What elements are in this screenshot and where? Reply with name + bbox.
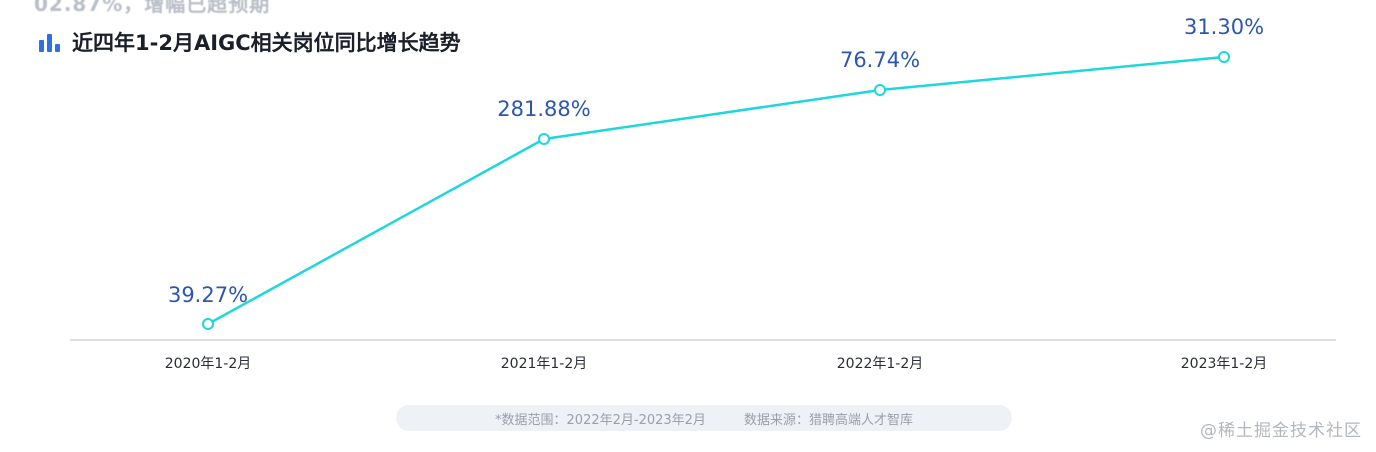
x-tick-labels: 2020年1-2月 2021年1-2月 2022年1-2月 2023年1-2月: [165, 356, 1268, 372]
bar-chart-icon: [39, 34, 60, 52]
data-point-2: [538, 133, 550, 145]
x-tick-label-2: 2021年1-2月: [501, 356, 588, 372]
x-tick-label-4: 2023年1-2月: [1181, 356, 1268, 372]
watermark: @稀土掘金技术社区: [1200, 421, 1362, 441]
series-line: [207, 55, 1225, 326]
data-label-3: 76.74%: [840, 48, 920, 72]
chart-title: 近四年1-2月AIGC相关岗位同比增长趋势: [72, 31, 461, 55]
data-source-note: 数据来源：猎聘高端人才智库: [743, 412, 913, 428]
footer-note: *数据范围：2022年2月-2023年2月 数据来源：猎聘高端人才智库: [396, 405, 1012, 431]
line-chart: 39.27% 281.88% 76.74% 31.30% 2020年1-2月 2021年…: [70, 15, 1336, 372]
data-point-1: [202, 318, 214, 330]
x-tick-label-3: 2022年1-2月: [837, 356, 924, 372]
data-label-2: 281.88%: [497, 97, 590, 121]
series-layer: 39.27% 281.88% 76.74% 31.30%: [168, 15, 1264, 330]
chart-title-block: 近四年1-2月AIGC相关岗位同比增长趋势: [38, 26, 461, 58]
x-tick-label-1: 2020年1-2月: [165, 356, 252, 372]
data-point-3: [874, 84, 886, 96]
data-label-4: 31.30%: [1184, 15, 1264, 39]
data-label-1: 39.27%: [168, 283, 248, 307]
data-point-4: [1218, 51, 1230, 63]
data-scope-note: *数据范围：2022年2月-2023年2月: [495, 412, 706, 428]
top-fragment-text: 02.87%，增幅已超预期: [34, 0, 271, 16]
